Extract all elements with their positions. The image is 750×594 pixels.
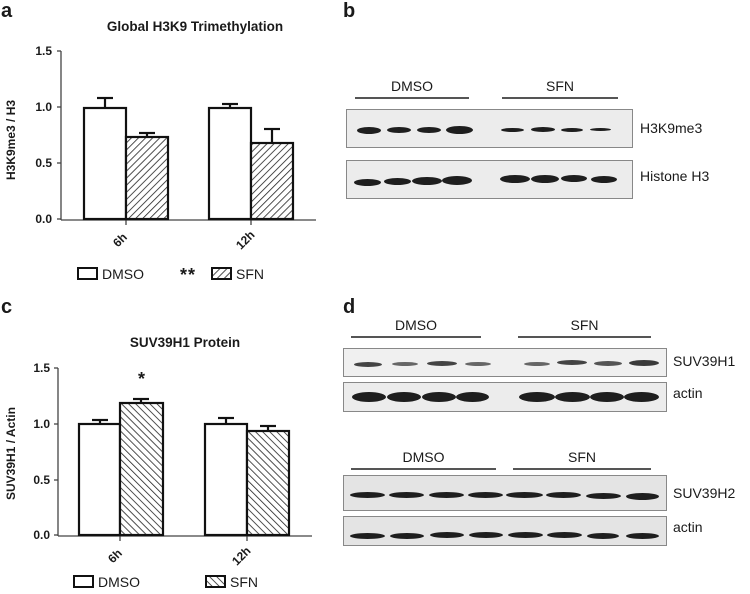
legend-dmso-swatch-c bbox=[73, 575, 94, 588]
legend-sfn-swatch-c bbox=[205, 575, 226, 588]
bar-sfn-6h bbox=[124, 135, 170, 221]
y-tick: 0.5 bbox=[33, 473, 50, 487]
y-axis-label: H3K9me3 / H3 bbox=[4, 99, 18, 180]
group-bracket-dmso bbox=[355, 97, 469, 99]
blot-label: actin bbox=[673, 519, 703, 535]
blot-h3k9me3 bbox=[346, 109, 633, 148]
blot-suv39h1 bbox=[343, 348, 667, 377]
chart-c-bars bbox=[77, 397, 291, 537]
group-label-sfn: SFN bbox=[570, 317, 599, 333]
y-axis-label: SUV39H1 / Actin bbox=[4, 407, 18, 500]
blot-actin-top bbox=[343, 382, 667, 412]
group-bracket-sfn bbox=[518, 336, 651, 338]
significance-marker: ** bbox=[180, 265, 197, 285]
group-label-dmso: DMSO bbox=[391, 78, 433, 94]
y-tick: 1.0 bbox=[35, 100, 52, 114]
legend-dmso-label: DMSO bbox=[98, 574, 140, 590]
panel-letter-c: c bbox=[1, 296, 13, 318]
bar-sfn-6h bbox=[118, 401, 165, 537]
blot-label: H3K9me3 bbox=[640, 120, 703, 136]
bar-dmso-6h bbox=[77, 422, 122, 537]
legend-sfn-swatch-a bbox=[211, 267, 232, 280]
panel-letter-d: d bbox=[343, 296, 356, 318]
group-label-sfn: SFN bbox=[546, 78, 574, 94]
blot-label: SUV39H1 bbox=[673, 353, 736, 369]
legend-dmso-label: DMSO bbox=[102, 266, 144, 282]
legend-sfn-label: SFN bbox=[236, 266, 264, 282]
blot-actin-bottom bbox=[343, 516, 667, 546]
blot-label: Histone H3 bbox=[640, 168, 710, 184]
y-tick: 1.5 bbox=[33, 361, 50, 375]
bar-sfn-12h bbox=[249, 141, 295, 221]
y-tick: 1.5 bbox=[35, 44, 52, 58]
blot-suv39h2 bbox=[343, 475, 667, 511]
chart-a-bars bbox=[82, 96, 295, 221]
y-tick: 0.0 bbox=[35, 212, 52, 226]
y-tick: 0.0 bbox=[33, 528, 50, 542]
legend-dmso-swatch-a bbox=[77, 267, 98, 280]
bar-dmso-6h bbox=[82, 106, 128, 221]
blot-histone-h3 bbox=[346, 160, 633, 199]
group-label-dmso: DMSO bbox=[402, 449, 445, 465]
significance-marker: * bbox=[138, 369, 147, 389]
group-bracket-sfn bbox=[513, 468, 651, 470]
chart-c-title: SUV39H1 Protein bbox=[129, 335, 241, 350]
group-label-dmso: DMSO bbox=[395, 317, 437, 333]
legend-sfn-label: SFN bbox=[230, 574, 258, 590]
chart-a-title: Global H3K9 Trimethylation bbox=[106, 19, 284, 34]
panel-letter-a: a bbox=[1, 0, 13, 22]
group-bracket-sfn bbox=[502, 97, 618, 99]
blot-label: actin bbox=[673, 385, 703, 401]
bar-sfn-12h bbox=[245, 429, 291, 537]
bar-dmso-12h bbox=[207, 106, 253, 221]
group-bracket-dmso bbox=[351, 468, 496, 470]
y-tick: 0.5 bbox=[35, 156, 52, 170]
blot-label: SUV39H2 bbox=[673, 485, 736, 501]
panel-letter-b: b bbox=[343, 0, 356, 22]
group-label-sfn: SFN bbox=[568, 449, 596, 465]
y-tick: 1.0 bbox=[33, 417, 50, 431]
bar-dmso-12h bbox=[203, 422, 249, 537]
group-bracket-dmso bbox=[351, 336, 481, 338]
